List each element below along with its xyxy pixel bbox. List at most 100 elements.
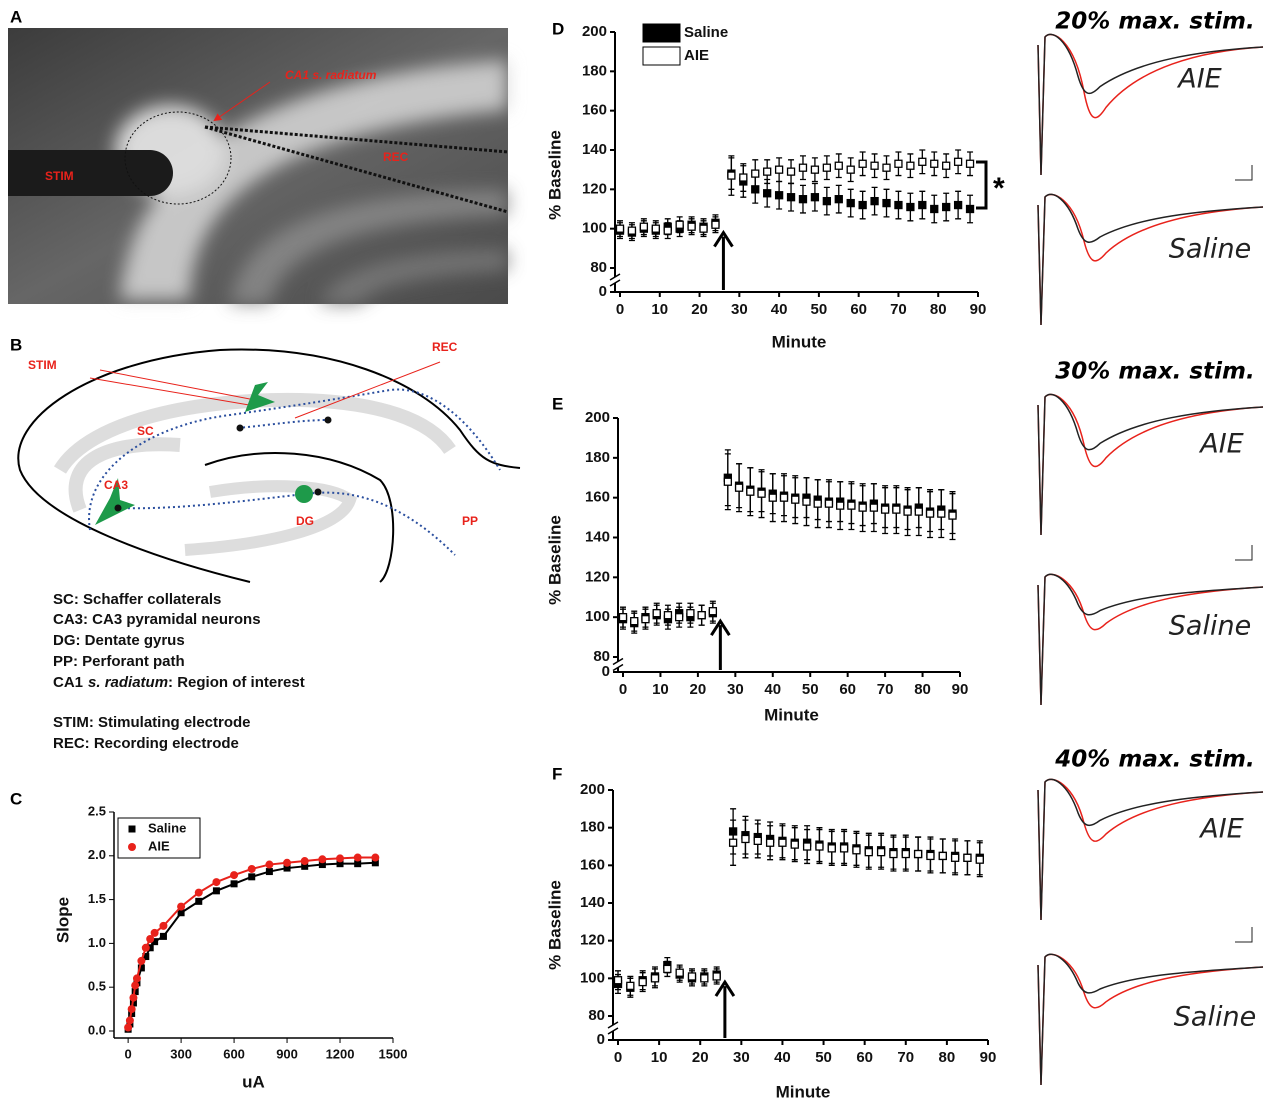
point [847, 501, 856, 510]
x-tick-label: 1500 [379, 1046, 408, 1061]
point [700, 974, 709, 983]
axis-break [609, 273, 621, 281]
point [159, 921, 168, 930]
point [131, 981, 140, 990]
point [177, 909, 185, 917]
point [930, 159, 939, 168]
x-tick-label: 10 [651, 301, 668, 318]
point [882, 163, 891, 172]
point [663, 964, 672, 974]
point [125, 1016, 134, 1025]
point [894, 159, 903, 168]
point [889, 849, 898, 859]
x-tick-label: 80 [930, 301, 947, 318]
image-label: REC [383, 150, 409, 164]
point [663, 226, 672, 235]
point [741, 834, 750, 844]
diagram-label: PP [462, 514, 478, 528]
legend-part: s. radiatum [88, 674, 168, 691]
point [746, 487, 755, 496]
y-tick-label: 2.5 [88, 803, 106, 818]
diagram-label: CA3 [104, 478, 128, 492]
point [846, 165, 855, 174]
legend-marker [128, 843, 136, 851]
y-axis-label: Slope [53, 897, 72, 943]
legend-box [117, 817, 201, 859]
point [686, 609, 695, 618]
point [230, 880, 238, 888]
point [177, 902, 186, 911]
point [942, 202, 951, 212]
x-axis-label: Minute [772, 332, 827, 351]
y-tick-label: 200 [582, 23, 607, 40]
trace [1037, 33, 1264, 176]
y-tick-label: 80 [590, 259, 607, 276]
x-tick-label: 1200 [326, 1046, 355, 1061]
point [687, 222, 696, 231]
point [638, 977, 647, 987]
x-tick-label: 50 [802, 681, 819, 698]
point [129, 993, 138, 1002]
legend-line: REC: Recording electrode [53, 735, 239, 752]
point [712, 972, 721, 981]
point [938, 851, 947, 861]
y-tick-label: 1.0 [88, 935, 106, 950]
point [708, 607, 718, 616]
y-tick-label: 1.5 [88, 891, 106, 906]
y-tick-label: 200 [580, 781, 605, 798]
x-tick-label: 600 [223, 1046, 245, 1061]
point [354, 860, 362, 868]
legend-label: Saline [148, 820, 186, 835]
y-tick-label: 0 [602, 663, 610, 680]
point [757, 489, 766, 498]
point [765, 838, 775, 847]
x-tick-label: 10 [651, 1049, 668, 1066]
trace-label: AIE [1198, 814, 1244, 845]
y-axis-label: % Baseline [545, 515, 564, 605]
point [318, 861, 326, 869]
x-tick-label: 30 [731, 301, 748, 318]
point [615, 224, 625, 233]
point [876, 848, 886, 857]
point [779, 493, 789, 502]
point [751, 169, 760, 178]
panel-label: F [552, 764, 562, 783]
point [802, 497, 811, 506]
diagram-label: STIM [28, 358, 57, 372]
point [894, 200, 903, 210]
legend-line: SC: Schaffer collaterals [53, 591, 221, 608]
x-tick-label: 60 [856, 1049, 873, 1066]
point [937, 509, 946, 518]
stimulus-arrow [714, 979, 736, 1038]
point [918, 157, 927, 166]
y-tick-label: 160 [582, 102, 607, 119]
x-tick-label: 0 [614, 1049, 622, 1066]
legend-label: Saline [684, 24, 728, 41]
y-tick-label: 120 [585, 568, 610, 585]
trace-title: 20% max. stim. [1055, 9, 1254, 35]
point [265, 868, 273, 876]
x-tick-label: 70 [877, 681, 894, 698]
legend-part: : Region of interest [168, 674, 305, 691]
y-tick-label: 2.0 [88, 847, 106, 862]
x-tick-label: 40 [771, 301, 788, 318]
point [906, 202, 915, 212]
legend-line: PP: Perforant path [53, 653, 185, 670]
point [675, 613, 684, 622]
point [778, 838, 787, 847]
axis-break [612, 657, 624, 666]
point [822, 196, 831, 206]
point [300, 857, 309, 866]
point [301, 862, 309, 870]
point [641, 615, 650, 624]
point [802, 842, 812, 851]
y-tick-label: 80 [588, 1007, 605, 1024]
point [146, 944, 154, 952]
point [824, 499, 834, 508]
point [852, 846, 861, 855]
point [265, 860, 274, 869]
point [815, 842, 824, 851]
point [901, 849, 910, 859]
diagram-label: DG [296, 514, 314, 528]
